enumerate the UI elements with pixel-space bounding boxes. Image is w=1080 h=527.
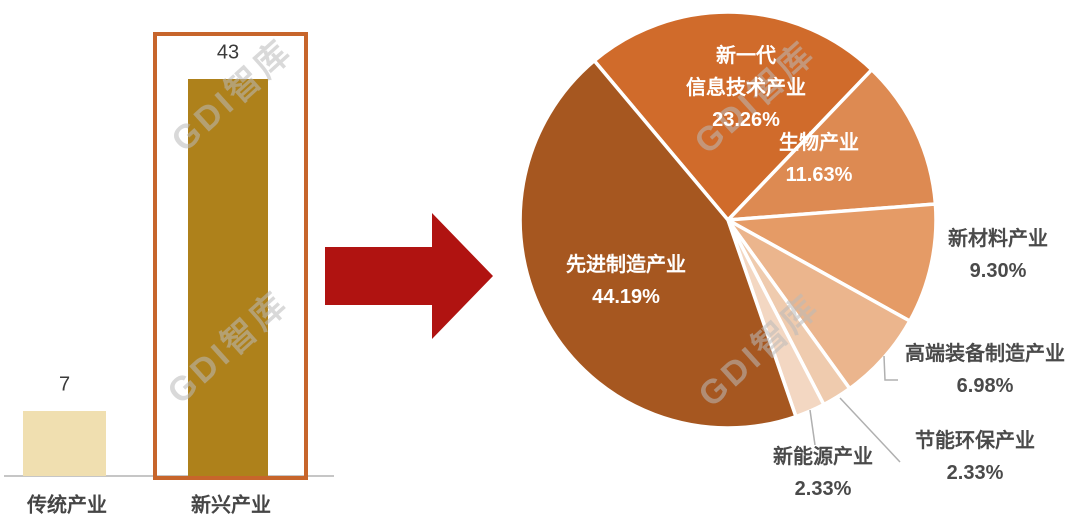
bar-传统产业	[23, 411, 106, 476]
pie-label-value: 44.19%	[592, 286, 660, 308]
pie-label-new-gen-it: 新一代 信息技术产业 23.26%	[686, 40, 806, 136]
pie-label-new-energy: 新能源产业 2.33%	[773, 441, 873, 505]
pie-label-line: 信息技术产业	[686, 77, 806, 99]
pie-label-energy-saving: 节能环保产业 2.33%	[915, 425, 1035, 489]
pie-label-value: 9.30%	[969, 260, 1027, 282]
pie-label-value: 11.63%	[785, 164, 853, 186]
pie-label-new-materials: 新材料产业 9.30%	[948, 223, 1048, 287]
pie-label-value: 6.98%	[956, 375, 1014, 397]
pie-label-line: 新一代	[716, 45, 776, 67]
right-arrow-icon	[325, 213, 493, 339]
pie-label-line: 新材料产业	[948, 228, 1048, 250]
pie-label-high-end-equipment: 高端装备制造产业 6.98%	[905, 338, 1065, 402]
bar-value-label: 43	[216, 41, 240, 64]
pie-label-line: 生物产业	[779, 132, 859, 154]
pie-slice-生物产业	[726, 67, 938, 222]
pie-slice-先进制造产业	[518, 58, 798, 430]
pie-label-value: 23.26%	[712, 109, 780, 131]
category-label-traditional: 传统产业	[27, 494, 107, 517]
pie-slice-新材料产业	[726, 202, 938, 323]
bar-新兴产业	[188, 79, 268, 476]
pie-label-bio: 生物产业 11.63%	[779, 127, 859, 191]
pie-label-line: 高端装备制造产业	[905, 343, 1065, 365]
pie-label-value: 2.33%	[794, 478, 852, 500]
pie-label-line: 新能源产业	[773, 446, 873, 468]
leader-line	[839, 397, 901, 463]
leader-line	[883, 355, 898, 381]
bar-chart: 传统产业 新兴产业 7 43	[0, 0, 360, 527]
pie-label-line: 节能环保产业	[915, 430, 1035, 452]
leader-line	[809, 409, 816, 446]
pie-slice-新一代信息技术产业	[592, 10, 874, 222]
highlight-box	[153, 32, 308, 480]
pie-label-advanced-manufacturing: 先进制造产业 44.19%	[566, 249, 686, 313]
pie-label-value: 2.33%	[946, 462, 1004, 484]
bar-value-label: 7	[58, 373, 71, 396]
pie-label-line: 先进制造产业	[566, 254, 686, 276]
category-label-emerging: 新兴产业	[191, 494, 271, 517]
